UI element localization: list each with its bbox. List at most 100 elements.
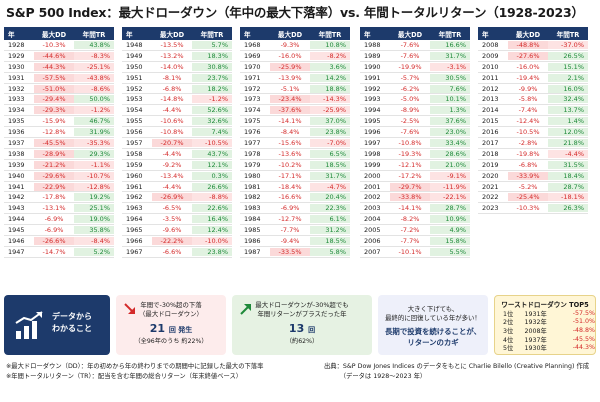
table-row: 1995 -2.5% 37.6% <box>360 116 470 128</box>
total-return-cell: -10.0% <box>192 236 232 245</box>
total-return-cell: 18.2% <box>192 84 232 93</box>
table-row: 1968 -9.3% 10.8% <box>240 40 350 51</box>
top5-rank: 1位 <box>503 310 514 318</box>
total-return-cell: 18.8% <box>310 84 350 93</box>
drawdown-cell: -33.9% <box>508 171 548 180</box>
table-row: 1961 -4.4% 26.6% <box>122 182 232 193</box>
table-row: 1991 -5.7% 30.5% <box>360 73 470 84</box>
drawdown-cell: -7.7% <box>280 226 300 235</box>
drawdown-cell: -4.4% <box>162 182 182 191</box>
drawdown-cell: -20.7% <box>152 138 192 147</box>
year-cell: 1949 <box>126 51 143 60</box>
table-row: 2020 -33.9% 18.4% <box>478 171 588 182</box>
year-cell: 1956 <box>126 128 143 137</box>
total-return-cell: -1.2% <box>74 106 114 115</box>
drawdown-cell: -9.6% <box>162 226 182 235</box>
table-header: 年 最大DD 年間TR <box>4 27 114 40</box>
header-year: 年 <box>8 30 15 39</box>
total-return-cell: 14.2% <box>310 73 350 82</box>
down-arrow-icon <box>124 303 135 314</box>
drawdown-cell: -6.9% <box>280 204 300 213</box>
total-return-cell: 1.3% <box>430 106 470 115</box>
total-return-cell: 18.5% <box>310 236 350 245</box>
top5-row: 2位 1932年 -51.0% <box>495 318 595 326</box>
table-row: 1992 -6.2% 7.6% <box>360 84 470 95</box>
total-return-cell: -14.3% <box>310 95 350 104</box>
drawdown-cell: -2.8% <box>518 138 538 147</box>
drawdown-cell: -33.8% <box>390 193 430 202</box>
total-return-cell: 10.9% <box>430 215 470 224</box>
drawdown-cell: -12.7% <box>278 215 302 224</box>
year-cell: 1997 <box>364 138 381 147</box>
total-return-cell: 15.8% <box>430 236 470 245</box>
year-cell: 2016 <box>482 128 499 137</box>
total-return-cell: -4.4% <box>548 149 588 158</box>
drawdown-cell: -5.0% <box>400 95 420 104</box>
total-return-cell: 30.5% <box>430 73 470 82</box>
drawdown-cell: -5.8% <box>518 95 538 104</box>
top5-year: 1937年 <box>524 336 547 344</box>
year-cell: 2004 <box>364 215 381 224</box>
year-cell: 1947 <box>8 247 25 256</box>
top5-rank: 5位 <box>503 345 514 353</box>
table-row: 1962 -26.9% -8.8% <box>122 192 232 204</box>
total-return-cell: -35.3% <box>74 138 114 147</box>
table-row: 1966 -22.2% -10.0% <box>122 236 232 247</box>
year-cell: 1970 <box>244 62 261 71</box>
drawdown-cell: -13.9% <box>278 73 302 82</box>
drawdown-cell: -16.6% <box>278 193 302 202</box>
drawdown-cell: -26.6% <box>34 236 74 245</box>
table-row: 1987 -33.5% 5.8% <box>240 247 350 258</box>
year-cell: 2012 <box>482 84 499 93</box>
drawdown-cell: -28.9% <box>34 149 74 158</box>
drawdown-cell: -13.2% <box>160 51 184 60</box>
drawdown-cell: -7.7% <box>400 236 420 245</box>
drawdown-cell: -8.4% <box>280 128 300 137</box>
table-row: 2005 -7.2% 4.9% <box>360 225 470 237</box>
card2-unit: 回 <box>308 326 316 334</box>
total-return-cell: 0.3% <box>192 171 232 180</box>
year-cell: 1950 <box>126 62 143 71</box>
year-cell: 1966 <box>126 236 143 245</box>
card1-unit: 回 発生 <box>168 326 193 334</box>
table-row: 1947 -14.7% 5.2% <box>4 247 114 258</box>
year-cell: 1936 <box>8 128 25 137</box>
table-row: 1965 -9.6% 12.4% <box>122 225 232 237</box>
year-cell: 1969 <box>244 51 261 60</box>
header-dd: 最大DD <box>515 30 541 39</box>
card2-value: 13 <box>288 322 305 335</box>
total-return-cell: 5.8% <box>310 247 350 256</box>
year-cell: 1938 <box>8 149 25 158</box>
table-row: 1953 -14.8% -1.2% <box>122 94 232 106</box>
drawdown-cell: -10.3% <box>42 40 66 49</box>
total-return-cell: -4.7% <box>310 182 350 191</box>
table-row: 1985 -7.7% 31.2% <box>240 225 350 237</box>
year-cell: 2009 <box>482 51 499 60</box>
drawdown-cell: -19.9% <box>398 62 422 71</box>
growth-chart-icon <box>15 311 43 339</box>
total-return-cell: 25.1% <box>74 204 114 213</box>
total-return-cell: 33.4% <box>430 138 470 147</box>
total-return-cell: 12.1% <box>192 160 232 169</box>
table-column: 年 最大DD 年間TR 2008 -48.8% -37.0% 2009 -27.6% 26.5%… <box>478 27 588 215</box>
drawdown-cell: -14.8% <box>160 95 184 104</box>
top5-row: 3位 2008年 -48.8% <box>495 326 595 335</box>
drawdown-cell: -13.4% <box>160 171 184 180</box>
table-row: 1973 -23.4% -14.3% <box>240 94 350 106</box>
total-return-cell: 26.5% <box>548 51 588 60</box>
drawdown-cell: -15.9% <box>42 117 66 126</box>
total-return-cell: 19.2% <box>74 193 114 202</box>
total-return-cell: 7.6% <box>430 84 470 93</box>
drawdown-cell: -25.4% <box>508 193 548 202</box>
total-return-cell: 30.8% <box>192 62 232 71</box>
table-row: 1998 -19.3% 28.6% <box>360 149 470 160</box>
total-return-cell: 13.7% <box>548 106 588 115</box>
top5-year: 2008年 <box>524 327 547 335</box>
total-return-cell: 6.1% <box>310 215 350 224</box>
year-cell: 1975 <box>244 117 261 126</box>
drawdown-cell: -29.3% <box>34 106 74 115</box>
year-cell: 1929 <box>8 51 25 60</box>
year-cell: 1955 <box>126 117 143 126</box>
drawdown-cell: -25.9% <box>270 62 310 71</box>
year-cell: 1957 <box>126 138 143 147</box>
